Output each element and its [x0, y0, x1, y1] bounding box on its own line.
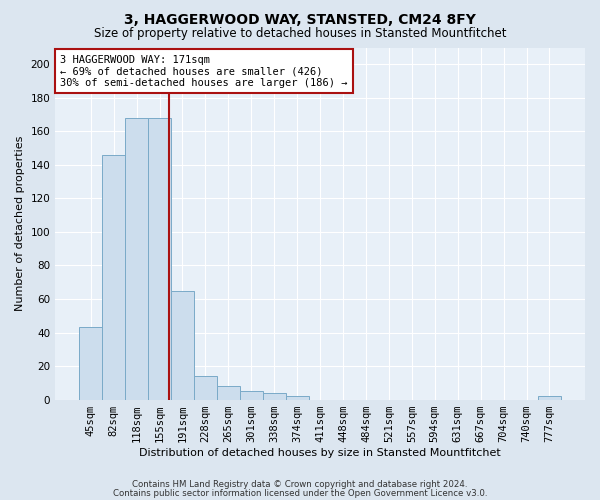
Y-axis label: Number of detached properties: Number of detached properties	[15, 136, 25, 311]
Bar	[217, 386, 240, 400]
Bar	[171, 290, 194, 400]
Text: Contains HM Land Registry data © Crown copyright and database right 2024.: Contains HM Land Registry data © Crown c…	[132, 480, 468, 489]
Text: 3 HAGGERWOOD WAY: 171sqm
← 69% of detached houses are smaller (426)
30% of semi-: 3 HAGGERWOOD WAY: 171sqm ← 69% of detach…	[61, 54, 348, 88]
Bar	[194, 376, 217, 400]
Bar	[286, 396, 308, 400]
Text: Contains public sector information licensed under the Open Government Licence v3: Contains public sector information licen…	[113, 488, 487, 498]
Bar	[102, 155, 125, 400]
Text: Size of property relative to detached houses in Stansted Mountfitchet: Size of property relative to detached ho…	[94, 28, 506, 40]
Bar	[263, 393, 286, 400]
Bar	[79, 328, 102, 400]
Bar	[240, 391, 263, 400]
X-axis label: Distribution of detached houses by size in Stansted Mountfitchet: Distribution of detached houses by size …	[139, 448, 501, 458]
Bar	[148, 118, 171, 400]
Bar	[125, 118, 148, 400]
Bar	[538, 396, 561, 400]
Text: 3, HAGGERWOOD WAY, STANSTED, CM24 8FY: 3, HAGGERWOOD WAY, STANSTED, CM24 8FY	[124, 12, 476, 26]
